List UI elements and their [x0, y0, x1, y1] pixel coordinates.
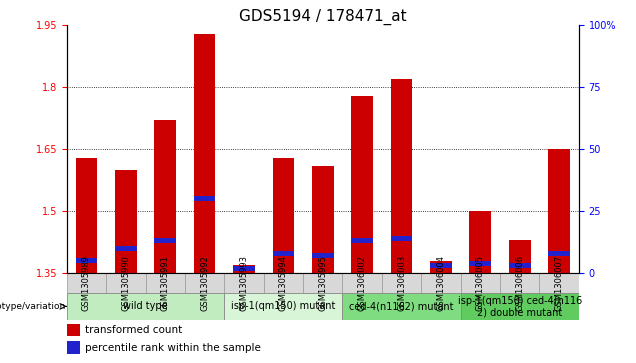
Bar: [469, 211, 491, 273]
Bar: [351, 95, 373, 273]
FancyBboxPatch shape: [67, 273, 106, 293]
Bar: [115, 246, 137, 251]
Bar: [469, 261, 491, 266]
FancyBboxPatch shape: [342, 273, 382, 293]
Text: GSM1305989: GSM1305989: [82, 255, 91, 311]
Bar: [76, 258, 97, 263]
Bar: [273, 158, 294, 273]
Text: GSM1306005: GSM1306005: [476, 255, 485, 311]
FancyBboxPatch shape: [500, 273, 539, 293]
Text: percentile rank within the sample: percentile rank within the sample: [85, 343, 261, 353]
FancyBboxPatch shape: [342, 293, 460, 320]
Text: GSM1305991: GSM1305991: [161, 255, 170, 311]
FancyBboxPatch shape: [303, 273, 342, 293]
Bar: [430, 263, 452, 268]
FancyBboxPatch shape: [225, 293, 342, 320]
Bar: [548, 149, 570, 273]
Bar: [155, 238, 176, 244]
Title: GDS5194 / 178471_at: GDS5194 / 178471_at: [239, 9, 406, 25]
Text: GSM1305995: GSM1305995: [318, 255, 328, 311]
Text: GSM1306002: GSM1306002: [357, 255, 366, 311]
Bar: [115, 170, 137, 273]
Bar: [391, 236, 412, 241]
FancyBboxPatch shape: [264, 273, 303, 293]
Bar: [233, 265, 255, 273]
Bar: [509, 240, 530, 273]
Text: isp-1(qm150) mutant: isp-1(qm150) mutant: [232, 301, 336, 311]
Bar: [155, 121, 176, 273]
FancyBboxPatch shape: [225, 273, 264, 293]
Text: GSM1306007: GSM1306007: [555, 255, 563, 311]
Bar: [312, 253, 334, 258]
Bar: [194, 34, 216, 273]
Text: GSM1305993: GSM1305993: [240, 255, 249, 311]
FancyBboxPatch shape: [460, 293, 579, 320]
Bar: [67, 342, 80, 354]
Text: ced-4(n1162) mutant: ced-4(n1162) mutant: [349, 301, 454, 311]
FancyBboxPatch shape: [106, 273, 146, 293]
Text: isp-1(qm150) ced-4(n116
2) double mutant: isp-1(qm150) ced-4(n116 2) double mutant: [457, 295, 582, 317]
Bar: [351, 238, 373, 244]
Bar: [548, 251, 570, 256]
Text: GSM1306004: GSM1306004: [436, 255, 445, 311]
Bar: [233, 266, 255, 271]
Bar: [67, 323, 80, 336]
Bar: [430, 261, 452, 273]
FancyBboxPatch shape: [146, 273, 185, 293]
Text: transformed count: transformed count: [85, 325, 182, 335]
Text: GSM1306003: GSM1306003: [397, 255, 406, 311]
Text: genotype/variation: genotype/variation: [0, 302, 66, 311]
Text: GSM1305990: GSM1305990: [121, 255, 130, 311]
Text: GSM1305992: GSM1305992: [200, 255, 209, 311]
Bar: [509, 263, 530, 268]
Text: GSM1305994: GSM1305994: [279, 255, 288, 311]
FancyBboxPatch shape: [539, 273, 579, 293]
FancyBboxPatch shape: [185, 273, 225, 293]
FancyBboxPatch shape: [421, 273, 460, 293]
FancyBboxPatch shape: [67, 293, 225, 320]
FancyBboxPatch shape: [460, 273, 500, 293]
Bar: [273, 251, 294, 256]
Bar: [312, 166, 334, 273]
Bar: [76, 158, 97, 273]
Text: wild type: wild type: [123, 301, 168, 311]
FancyBboxPatch shape: [382, 273, 421, 293]
Bar: [194, 196, 216, 201]
Bar: [391, 79, 412, 273]
Text: GSM1306006: GSM1306006: [515, 255, 524, 311]
